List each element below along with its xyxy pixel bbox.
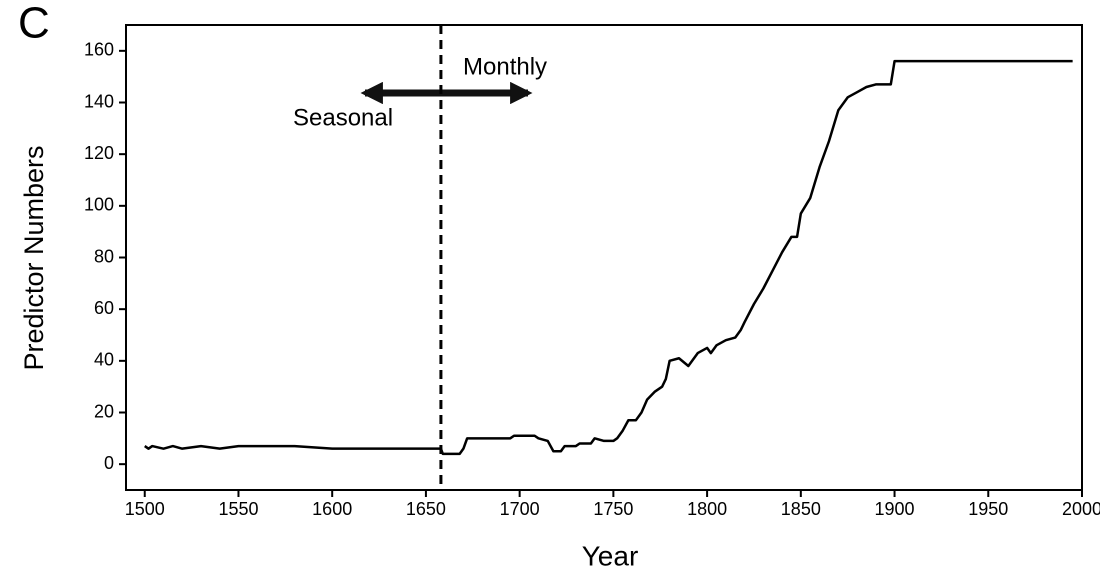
x-tick-label: 1600 [312, 499, 352, 519]
y-tick-label: 160 [84, 40, 114, 60]
x-tick-label: 1700 [500, 499, 540, 519]
annotation: Monthly [463, 53, 547, 80]
panel-label: C [18, 0, 50, 48]
y-tick-label: 140 [84, 91, 114, 111]
x-axis-label: Year [582, 540, 639, 571]
x-tick-label: 1800 [687, 499, 727, 519]
data-line [144, 59, 1073, 456]
y-tick-label: 80 [94, 246, 114, 266]
x-tick-label: 1850 [781, 499, 821, 519]
y-tick-label: 0 [104, 453, 114, 473]
x-tick-label: 1500 [125, 499, 165, 519]
y-tick-label: 40 [94, 350, 114, 370]
plot-frame [125, 24, 1083, 491]
x-tick-label: 1750 [593, 499, 633, 519]
x-tick-label: 1650 [406, 499, 446, 519]
y-tick-label: 100 [84, 195, 114, 215]
y-tick-label: 60 [94, 298, 114, 318]
x-tick-label: 1950 [968, 499, 1008, 519]
x-tick-label: 1900 [875, 499, 915, 519]
y-tick-label: 20 [94, 401, 114, 421]
x-tick-label: 1550 [218, 499, 258, 519]
annotation: Seasonal [293, 104, 393, 131]
y-axis-label: Predictor Numbers [19, 145, 49, 370]
y-tick-label: 120 [84, 143, 114, 163]
x-tick-label: 2000 [1062, 499, 1100, 519]
